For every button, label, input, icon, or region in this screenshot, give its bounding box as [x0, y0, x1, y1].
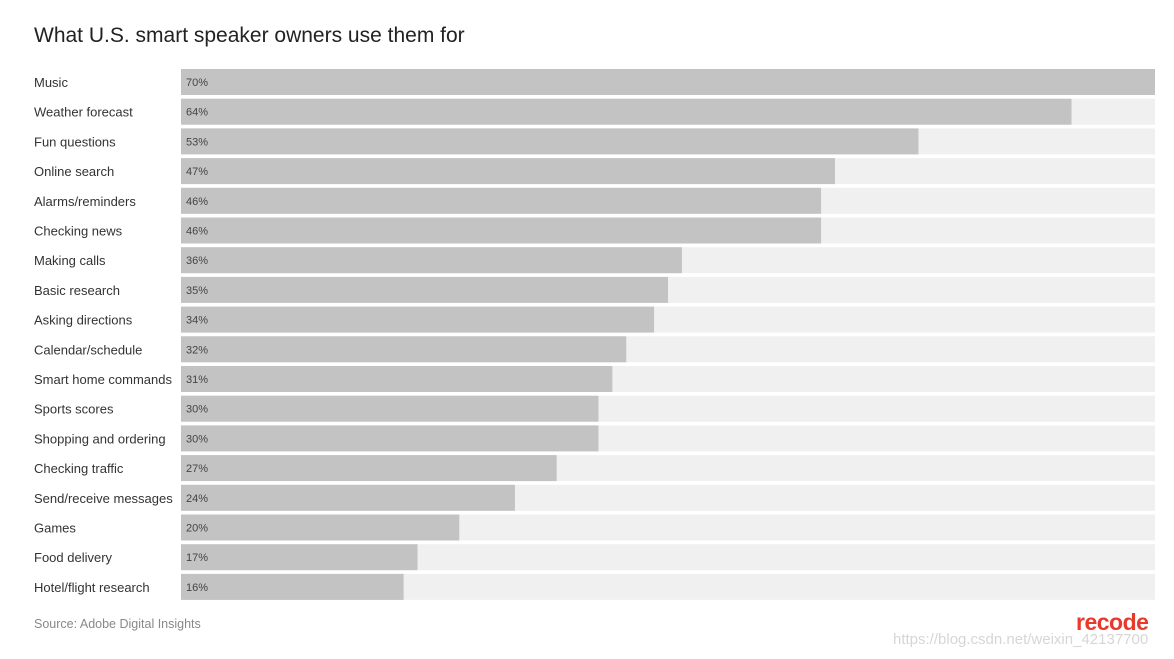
value-label: 20%: [186, 523, 208, 535]
source-note: Source: Adobe Digital Insights: [34, 617, 201, 631]
bar: [181, 276, 668, 303]
category-label: Shopping and ordering: [34, 431, 166, 446]
bar: [181, 455, 557, 482]
bar: [181, 306, 655, 333]
category-label: Smart home commands: [34, 372, 172, 387]
value-label: 24%: [186, 493, 208, 505]
category-label: Hotel/flight research: [34, 580, 150, 595]
value-label: 36%: [186, 255, 208, 267]
bar: [181, 217, 822, 244]
value-label: 64%: [186, 107, 208, 119]
bar: [181, 128, 919, 155]
category-label: Online search: [34, 164, 114, 179]
category-label: Making calls: [34, 253, 106, 268]
category-label: Music: [34, 75, 68, 90]
value-label: 31%: [186, 374, 208, 386]
category-label: Weather forecast: [34, 105, 133, 120]
value-label: 34%: [186, 315, 208, 327]
category-label: Food delivery: [34, 550, 113, 565]
value-label: 30%: [186, 433, 208, 445]
value-label: 47%: [186, 166, 208, 178]
category-label: Fun questions: [34, 134, 116, 149]
category-label: Checking news: [34, 224, 123, 239]
category-label: Asking directions: [34, 313, 133, 328]
bar: [181, 158, 835, 185]
category-label: Checking traffic: [34, 461, 124, 476]
category-label: Basic research: [34, 283, 120, 298]
chart-title: What U.S. smart speaker owners use them …: [34, 24, 465, 47]
bar: [181, 544, 418, 571]
category-label: Games: [34, 521, 76, 536]
value-label: 46%: [186, 196, 208, 208]
bar: [181, 395, 599, 422]
bar: [181, 69, 1155, 95]
bar: [181, 425, 599, 452]
recode-logo: recode: [1076, 609, 1149, 635]
value-label: 17%: [186, 552, 208, 564]
bar: [181, 98, 1072, 125]
value-label: 70%: [186, 77, 208, 89]
bar: [181, 573, 404, 600]
category-label: Sports scores: [34, 402, 114, 417]
value-label: 16%: [186, 582, 208, 594]
bar: [181, 366, 613, 392]
value-label: 35%: [186, 285, 208, 297]
value-label: 27%: [186, 463, 208, 475]
bar: [181, 187, 822, 214]
value-label: 32%: [186, 344, 208, 356]
value-label: 53%: [186, 136, 208, 148]
bar: [181, 484, 515, 511]
bar: [181, 336, 627, 363]
category-label: Calendar/schedule: [34, 342, 142, 357]
value-label: 46%: [186, 226, 208, 238]
watermark-text: https://blog.csdn.net/weixin_42137700: [893, 631, 1149, 648]
category-label: Alarms/reminders: [34, 194, 136, 209]
bar: [181, 247, 682, 274]
bar: [181, 514, 460, 541]
category-label: Send/receive messages: [34, 491, 173, 506]
value-label: 30%: [186, 404, 208, 416]
